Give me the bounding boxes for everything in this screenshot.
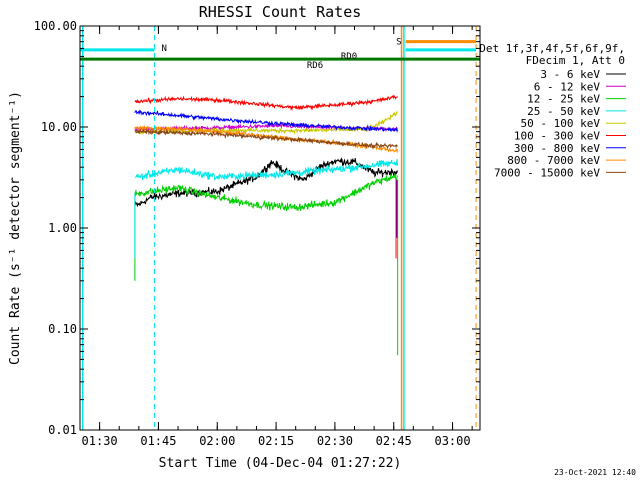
- x-axis-label: Start Time (04-Dec-04 01:27:22): [159, 456, 402, 471]
- series-line-5: [134, 94, 399, 111]
- legend-entry-1: 6 - 12 keV: [534, 80, 601, 93]
- x-tick-label-6: 03:00: [434, 434, 470, 448]
- x-tick-label-0: 01:30: [82, 434, 118, 448]
- x-tick-label-1: 01:45: [140, 434, 176, 448]
- legend-entry-0: 3 - 6 keV: [540, 68, 600, 81]
- legend-entry-2: 12 - 25 keV: [527, 93, 600, 106]
- x-tick-label-4: 02:30: [317, 434, 353, 448]
- x-tick-label-5: 02:45: [376, 434, 412, 448]
- series-line-8: [134, 128, 398, 150]
- annotation-label-1: S: [396, 38, 401, 48]
- legend-entry-8: 7000 - 15000 keV: [494, 166, 600, 179]
- series-line-6: [134, 109, 399, 133]
- series-line-2: [134, 173, 399, 212]
- legend-entry-5: 100 - 300 keV: [514, 130, 600, 143]
- chart-title: RHESSI Count Rates: [199, 3, 362, 21]
- annotation-label-2: RD0: [341, 52, 357, 62]
- annotation-label-0: N: [162, 44, 167, 54]
- plot-frame: [79, 25, 481, 431]
- legend-entry-6: 300 - 800 keV: [514, 142, 600, 155]
- legend-entry-7: 800 - 7000 keV: [507, 154, 600, 167]
- series-line-7: [134, 125, 399, 154]
- plot-area: [80, 26, 480, 430]
- series-line-0: [134, 157, 399, 208]
- y-tick-label-0: 0.01: [48, 423, 77, 437]
- legend-entry-4: 50 - 100 keV: [521, 117, 601, 130]
- y-tick-label-1: 0.10: [48, 322, 77, 336]
- y-tick-label-3: 10.00: [41, 120, 77, 134]
- legend-entry-3: 25 - 50 keV: [527, 105, 600, 118]
- x-tick-label-3: 02:15: [258, 434, 294, 448]
- y-tick-label-4: 100.00: [34, 19, 77, 33]
- legend-header-1: FDecim 1, Att 0: [526, 54, 625, 67]
- annotation-label-3: RD6: [307, 61, 323, 71]
- footer-timestamp: 23-Oct-2021 12:40: [554, 468, 636, 477]
- y-axis-label: Count Rate (s⁻¹ detector segment⁻¹): [8, 91, 23, 365]
- x-tick-label-2: 02:00: [199, 434, 235, 448]
- legend: Det 1f,3f,4f,5f,6f,9f,FDecim 1, Att 03 -…: [479, 42, 626, 179]
- y-tick-label-2: 1.00: [48, 221, 77, 235]
- series-line-3: [134, 158, 399, 182]
- legend-header-0: Det 1f,3f,4f,5f,6f,9f,: [479, 42, 625, 55]
